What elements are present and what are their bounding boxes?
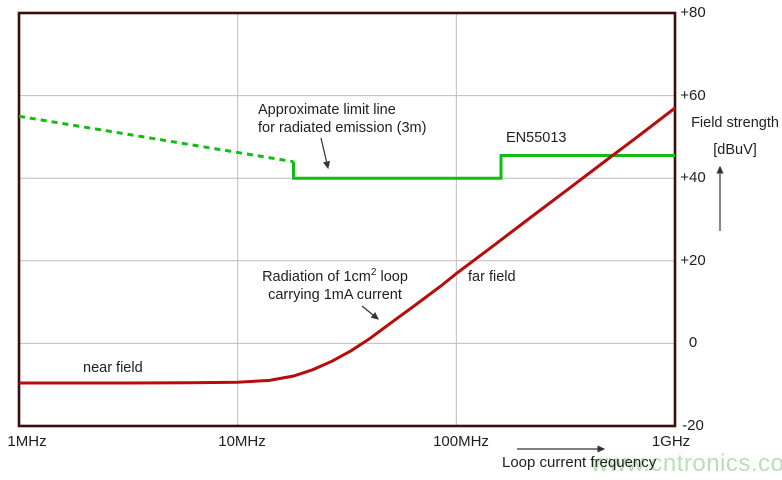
y-tick-0: 0 [688, 334, 698, 351]
near-field-label: near field [83, 360, 143, 376]
y-tick-20: +20 [680, 252, 706, 269]
series-loop-radiation [19, 106, 676, 385]
limit-annotation-line2: for radiated emission (3m) [258, 119, 427, 136]
y-axis-unit: [dBuV] [713, 142, 757, 158]
limit-label-arrow [320, 137, 331, 170]
x-tick-10mhz: 10MHz [218, 433, 266, 450]
far-field-label: far field [468, 269, 516, 285]
watermark: www.cntronics.com [591, 450, 782, 477]
x-tick-100mhz: 100MHz [433, 433, 489, 450]
y-tick-80: +80 [680, 4, 706, 21]
series-en55013-limit [292, 154, 675, 180]
plot-border [17, 11, 677, 428]
x-tick-1mhz: 1MHz [7, 433, 47, 450]
y-tick-m20: -20 [682, 417, 704, 434]
y-axis-title-text: Field strength [691, 115, 779, 131]
y-tick-60: +60 [680, 87, 706, 104]
radiation-annotation-line2: carrying 1mA current [268, 286, 402, 303]
radiation-annotation: Radiation of 1cm2 loop carrying 1mA curr… [256, 267, 414, 304]
y-axis-title: Field strength [dBuV] [687, 115, 782, 158]
x-tick-1ghz: 1GHz [651, 433, 691, 450]
en55013-label: EN55013 [506, 130, 567, 146]
limit-annotation: Approximate limit line for radiated emis… [258, 102, 426, 137]
radiation-annotation-line1: Radiation of 1cm2 loop [262, 267, 408, 285]
radiation-label-arrow [361, 305, 379, 320]
data-series [18, 106, 676, 385]
x-axis-title: Loop current frequency [502, 454, 657, 471]
limit-annotation-line1: Approximate limit line [258, 102, 396, 118]
series-en55013-limit-extrapolated [18, 114, 294, 164]
y-tick-40: +40 [680, 169, 706, 186]
